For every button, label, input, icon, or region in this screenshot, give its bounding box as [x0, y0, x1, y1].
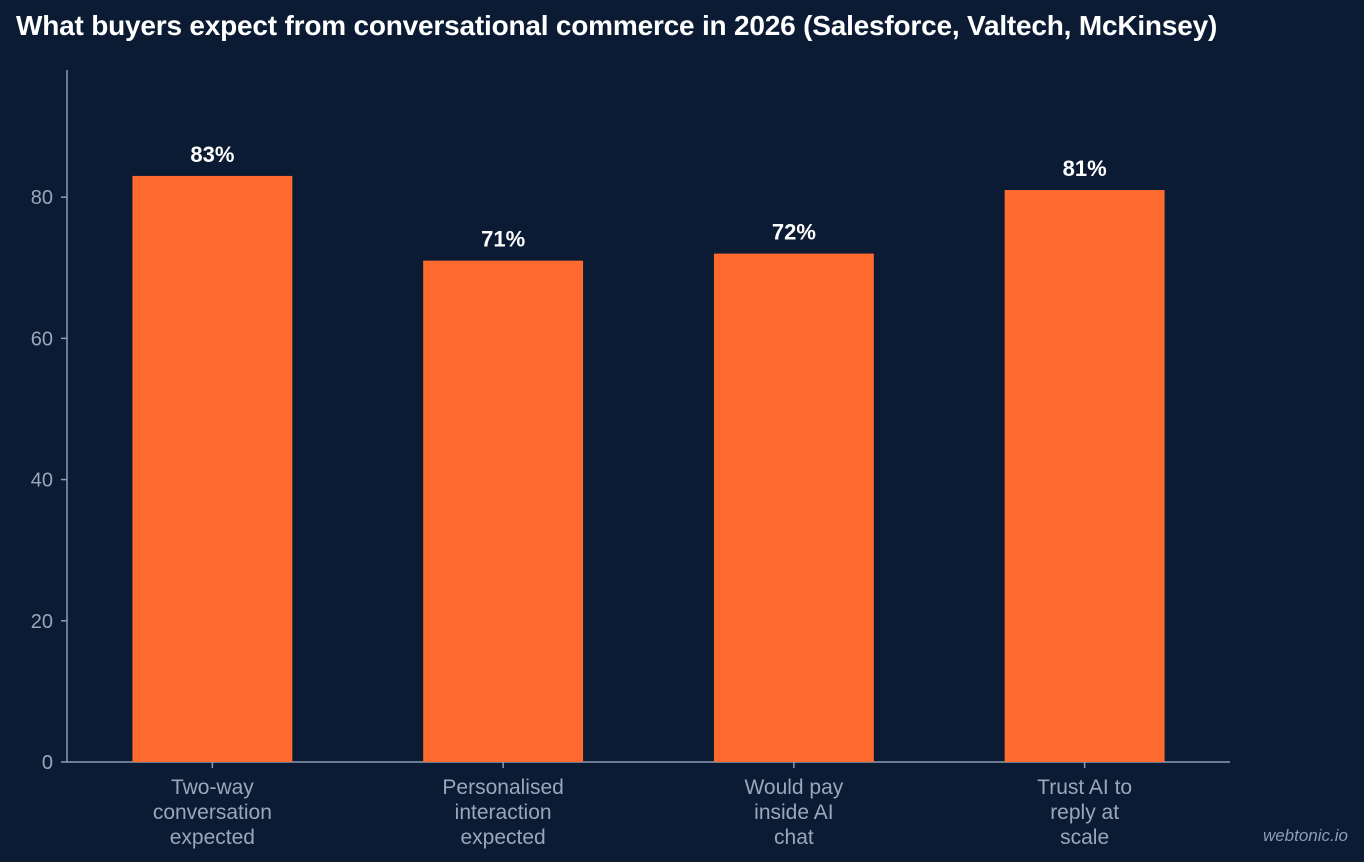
chart-title: What buyers expect from conversational c…	[16, 10, 1218, 41]
x-tick-label: interaction	[455, 801, 552, 824]
x-tick-label: inside AI	[754, 801, 833, 824]
y-tick-label: 0	[42, 752, 53, 774]
bar-4	[1004, 190, 1165, 762]
x-tick-label: expected	[461, 826, 546, 849]
x-tick-label: conversation	[153, 801, 272, 824]
x-tick-label: expected	[170, 826, 255, 849]
bar-value-label: 83%	[190, 142, 234, 167]
x-tick-label: Trust AI to	[1037, 776, 1132, 799]
x-tick-label: Would pay	[744, 776, 843, 799]
bar-value-label: 72%	[772, 220, 816, 245]
y-tick-label: 40	[31, 470, 53, 492]
x-tick-label: scale	[1060, 826, 1109, 849]
x-tick-label: reply at	[1050, 801, 1119, 824]
bar-3	[713, 253, 874, 762]
y-tick-label: 80	[31, 187, 53, 209]
bar-value-label: 81%	[1063, 156, 1107, 181]
x-tick-label: chat	[774, 826, 814, 849]
bar-2	[423, 260, 584, 762]
bar-value-label: 71%	[481, 227, 525, 252]
y-tick-label: 20	[31, 611, 53, 633]
x-tick-label: Personalised	[442, 776, 563, 799]
x-tick-label: Two-way	[171, 776, 254, 799]
bar-1	[132, 175, 293, 763]
y-tick-label: 60	[31, 328, 53, 350]
credit-text: webtonic.io	[1262, 826, 1348, 845]
